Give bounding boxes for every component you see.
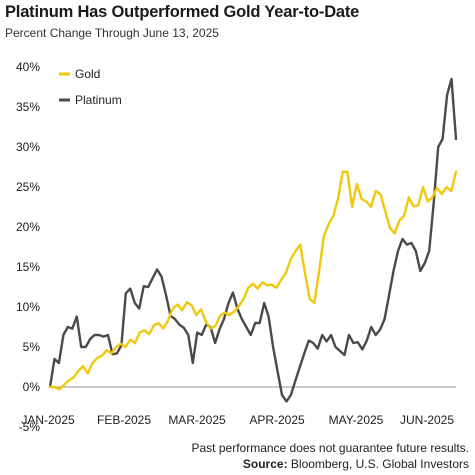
source-note: Source: Bloomberg, U.S. Global Investors	[243, 457, 469, 471]
y-tick-label: 25%	[16, 180, 40, 194]
legend: Gold Platinum	[59, 67, 122, 107]
series-lines	[48, 77, 458, 403]
series-line-gold	[48, 170, 458, 391]
disclaimer-note: Past performance does not guarantee futu…	[191, 441, 470, 455]
x-tick-label: MAY-2025	[329, 413, 384, 427]
x-tick-label: MAR-2025	[168, 413, 226, 427]
y-tick-label: 10%	[16, 300, 40, 314]
y-tick-label: 20%	[16, 220, 40, 234]
source-label: Source:	[242, 457, 288, 471]
source-text: Bloomberg, U.S. Global Investors	[287, 457, 469, 471]
y-tick-label: -5%	[19, 420, 41, 434]
chart-subtitle: Percent Change Through June 13, 2025	[5, 26, 219, 40]
x-tick-label: JAN-2025	[21, 413, 75, 427]
y-tick-label: 15%	[16, 260, 40, 274]
legend-label-gold: Gold	[75, 67, 100, 81]
y-axis: 40% 35% 30% 25% 20% 15% 10% 5% 0% -5%	[16, 60, 40, 434]
y-tick-label: 40%	[16, 60, 40, 74]
x-axis: JAN-2025 FEB-2025 MAR-2025 APR-2025 MAY-2025…	[21, 413, 454, 427]
series-line-platinum	[48, 77, 458, 403]
y-tick-label: 5%	[23, 340, 41, 354]
x-tick-label: FEB-2025	[97, 413, 151, 427]
legend-label-platinum: Platinum	[75, 93, 122, 107]
y-tick-label: 35%	[16, 100, 40, 114]
x-tick-label: APR-2025	[249, 413, 305, 427]
chart-title: Platinum Has Outperformed Gold Year-to-D…	[5, 3, 360, 21]
x-tick-label: JUN-2025	[400, 413, 454, 427]
y-tick-label: 30%	[16, 140, 40, 154]
y-tick-label: 0%	[23, 380, 41, 394]
